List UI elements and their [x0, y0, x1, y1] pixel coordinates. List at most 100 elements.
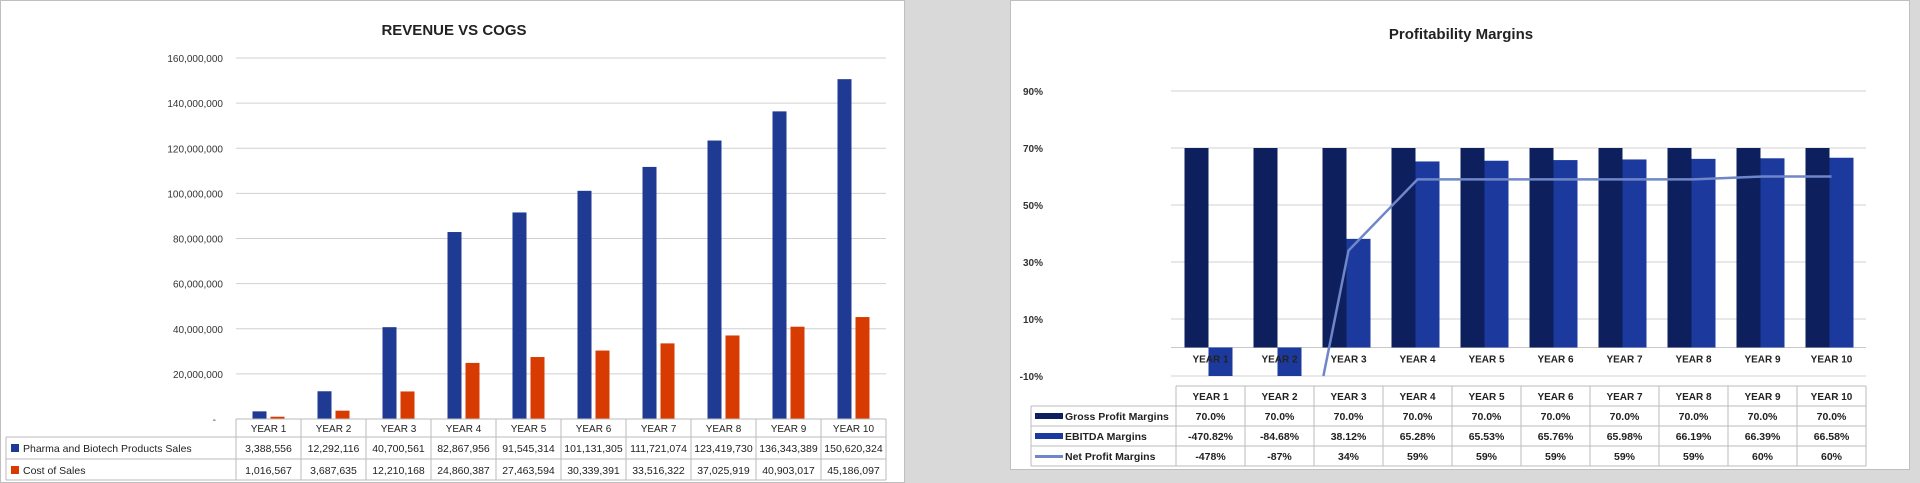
data-label: 12,210,168	[372, 465, 425, 477]
y-tick-label: 70%	[1023, 144, 1043, 155]
bar-cost	[660, 343, 675, 419]
data-label: 66.39%	[1745, 431, 1781, 443]
data-label: 70.0%	[1403, 411, 1433, 423]
category-label: YEAR 10	[833, 424, 875, 435]
category-label: YEAR 7	[1606, 392, 1643, 403]
y-tick-label: 10%	[1023, 315, 1043, 326]
category-label: YEAR 4	[1399, 392, 1436, 403]
category-label: YEAR 10	[1811, 392, 1853, 403]
bar-gross	[1391, 148, 1416, 348]
data-label: 59%	[1476, 451, 1498, 463]
bar-cost	[530, 357, 545, 419]
category-label: YEAR 9	[1744, 392, 1781, 403]
bar-ebitda	[1760, 158, 1785, 348]
data-label: 70.0%	[1472, 411, 1502, 423]
bar-ebitda	[1415, 161, 1440, 348]
bar-ebitda	[1346, 238, 1371, 348]
bar-cost	[335, 410, 350, 419]
bar-sales	[707, 140, 722, 419]
data-label: 45,186,097	[827, 465, 880, 477]
axis-category-label: YEAR 2	[1261, 355, 1298, 366]
data-label: 101,131,305	[564, 443, 623, 455]
data-label: 12,292,116	[308, 443, 360, 455]
data-label: 40,903,017	[762, 465, 815, 477]
data-label: 65.76%	[1538, 431, 1574, 443]
data-label: 59%	[1614, 451, 1636, 463]
bar-gross	[1529, 148, 1554, 348]
data-label: 91,545,314	[502, 443, 555, 455]
data-label: 60%	[1821, 451, 1843, 463]
bar-ebitda	[1829, 157, 1854, 348]
bar-sales	[252, 411, 267, 419]
category-label: YEAR 8	[1675, 392, 1712, 403]
axis-category-label: YEAR 8	[1675, 355, 1712, 366]
data-label: 65.53%	[1469, 431, 1505, 443]
data-label: 70.0%	[1334, 411, 1364, 423]
y-tick-label: 20,000,000	[173, 370, 223, 381]
category-label: YEAR 1	[251, 424, 287, 435]
bar-ebitda	[1484, 160, 1509, 348]
y-tick-label: 40,000,000	[173, 325, 223, 336]
data-label: 30,339,391	[567, 465, 620, 477]
legend-key	[1035, 413, 1063, 419]
axis-category-label: YEAR 6	[1537, 355, 1574, 366]
bar-sales	[837, 79, 852, 419]
axis-category-label: YEAR 7	[1606, 355, 1643, 366]
y-tick-label: 90%	[1023, 87, 1043, 98]
data-label: 70.0%	[1679, 411, 1709, 423]
data-label: 24,860,387	[437, 465, 490, 477]
axis-category-label: YEAR 5	[1468, 355, 1505, 366]
bar-sales	[317, 391, 332, 419]
category-label: YEAR 9	[771, 424, 807, 435]
data-label: 70.0%	[1817, 411, 1847, 423]
category-label: YEAR 4	[446, 424, 482, 435]
chart-title: Profitability Margins	[1389, 26, 1533, 43]
data-label: -470.82%	[1188, 431, 1234, 443]
legend-key	[1035, 433, 1063, 439]
bar-cost	[790, 326, 805, 419]
bar-sales	[447, 232, 462, 419]
bar-cost	[595, 350, 610, 419]
data-label: 38.12%	[1331, 431, 1367, 443]
category-label: YEAR 2	[1261, 392, 1298, 403]
axis-category-label: YEAR 3	[1330, 355, 1367, 366]
category-label: YEAR 2	[316, 424, 352, 435]
axis-category-label: YEAR 9	[1744, 355, 1781, 366]
data-label: -84.68%	[1260, 431, 1300, 443]
data-label: 150,620,324	[824, 443, 883, 455]
data-label: 59%	[1407, 451, 1429, 463]
legend-label: Net Profit Margins	[1065, 451, 1156, 463]
axis-category-label: YEAR 4	[1399, 355, 1436, 366]
data-label: 70.0%	[1748, 411, 1778, 423]
bar-sales	[382, 327, 397, 419]
bar-ebitda	[1691, 158, 1716, 348]
data-label: 70.0%	[1610, 411, 1640, 423]
legend-key	[11, 444, 19, 452]
y-tick-label: 30%	[1023, 258, 1043, 269]
revenue-chart-svg: REVENUE VS COGS - 20,000,000 40,000,000 60,0…	[5, 22, 887, 481]
data-label: 59%	[1683, 451, 1705, 463]
legend-label: Cost of Sales	[23, 465, 85, 477]
axis-category-label: YEAR 10	[1811, 355, 1853, 366]
bar-gross	[1460, 148, 1485, 348]
data-label: 3,388,556	[245, 443, 292, 455]
bar-cost	[855, 317, 870, 419]
data-label: 59%	[1545, 451, 1567, 463]
data-label: 60%	[1752, 451, 1774, 463]
category-label: YEAR 6	[576, 424, 612, 435]
data-label: 27,463,594	[502, 465, 555, 477]
line-net-profit	[1322, 175, 1832, 377]
y-tick-label: 50%	[1023, 201, 1043, 212]
data-label: 65.28%	[1400, 431, 1436, 443]
bar-gross	[1667, 148, 1692, 348]
y-tick-label: 140,000,000	[167, 99, 223, 110]
axis-category-label: YEAR 1	[1192, 355, 1229, 366]
bar-sales	[512, 212, 527, 419]
data-label: 37,025,919	[697, 465, 750, 477]
chart-title: REVENUE VS COGS	[381, 22, 526, 39]
y-tick-label: 60,000,000	[173, 280, 223, 291]
data-label: 70.0%	[1196, 411, 1226, 423]
data-label: 70.0%	[1265, 411, 1295, 423]
y-tick-label: -	[213, 415, 216, 426]
legend-key	[1035, 455, 1063, 458]
